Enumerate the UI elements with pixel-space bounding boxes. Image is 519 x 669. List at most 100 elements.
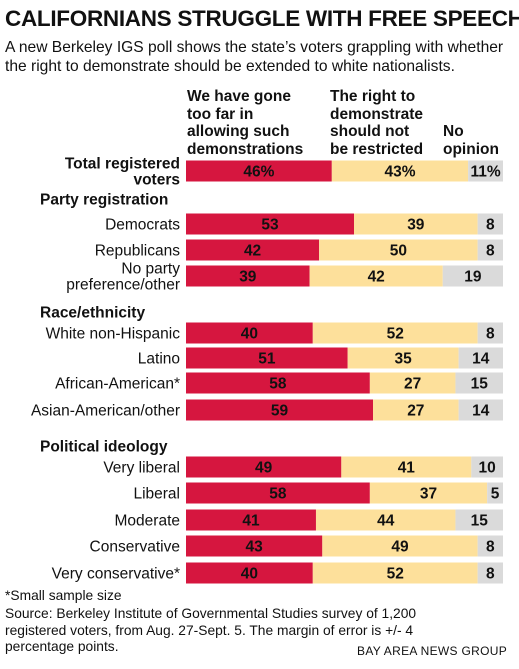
category-label: Very conservative* bbox=[52, 566, 180, 583]
data-label: 51 bbox=[258, 351, 276, 368]
source-note: Source: Berkeley Institute of Government… bbox=[5, 606, 417, 654]
bar-segment-no-opinion bbox=[477, 562, 503, 584]
data-label: 52 bbox=[387, 566, 404, 583]
bar-segment-too-far bbox=[186, 347, 348, 369]
bar-segment-no-opinion bbox=[477, 322, 503, 344]
bar-segment-too-far bbox=[186, 213, 355, 235]
bar-segment-no-opinion bbox=[477, 213, 503, 235]
category-label: Democrats bbox=[105, 217, 180, 234]
data-label: 39 bbox=[407, 217, 425, 234]
group-label: Party registration bbox=[40, 192, 168, 209]
data-label: 40 bbox=[241, 566, 258, 583]
data-label: 59 bbox=[271, 403, 289, 420]
bar-segment-too-far bbox=[186, 562, 313, 584]
data-label: 5 bbox=[491, 486, 500, 503]
bar-segment-no-opinion bbox=[487, 482, 503, 504]
data-label: 43% bbox=[384, 164, 415, 181]
data-label: 52 bbox=[387, 326, 404, 343]
data-label: 58 bbox=[269, 376, 287, 393]
data-label: 8 bbox=[486, 326, 495, 343]
category-label: African-American* bbox=[55, 376, 180, 393]
bar-segment-too-far bbox=[186, 399, 374, 421]
bar-segment-not-restricted bbox=[309, 265, 443, 287]
category-label: Republicans bbox=[95, 243, 181, 260]
chart-subtitle: A new Berkeley IGS poll shows the state’… bbox=[5, 39, 504, 75]
data-label: 42 bbox=[368, 269, 385, 286]
legend-header-no-opinion: No opinion bbox=[443, 123, 499, 158]
bar-segment-not-restricted bbox=[312, 562, 478, 584]
category-label: No party preference/other bbox=[66, 261, 180, 294]
bar-segment-no-opinion bbox=[477, 535, 503, 557]
bar-segment-not-restricted bbox=[331, 160, 469, 182]
data-label: 46% bbox=[243, 164, 274, 181]
data-label: 8 bbox=[486, 217, 495, 234]
data-label: 27 bbox=[407, 403, 424, 420]
data-label: 15 bbox=[471, 513, 489, 530]
category-label: Moderate bbox=[115, 513, 180, 530]
bar-segment-too-far bbox=[186, 372, 370, 394]
bar-segment-no-opinion bbox=[455, 509, 503, 531]
bar-segment-no-opinion bbox=[458, 399, 503, 421]
data-label: 10 bbox=[479, 460, 496, 477]
category-label: Total registered voters bbox=[65, 156, 180, 189]
bar-segment-too-far bbox=[186, 535, 323, 557]
data-label: 8 bbox=[486, 243, 495, 260]
data-label: 49 bbox=[391, 539, 409, 556]
data-label: 49 bbox=[255, 460, 273, 477]
group-label: Race/ethnicity bbox=[40, 305, 145, 322]
bar-segment-too-far bbox=[186, 509, 316, 531]
bar-segment-not-restricted bbox=[347, 347, 459, 369]
legend-header-too-far: We have gone too far in allowing such de… bbox=[187, 88, 304, 158]
chart-title: CALIFORNIANS STRUGGLE WITH FREE SPEECH bbox=[5, 6, 519, 31]
legend-header-not-restricted: The right to demonstrate should not be r… bbox=[330, 88, 424, 158]
bar-segment-too-far bbox=[186, 265, 310, 287]
data-label: 53 bbox=[261, 217, 279, 234]
data-label: 41 bbox=[242, 513, 260, 530]
category-label: Latino bbox=[138, 351, 180, 368]
data-label: 27 bbox=[404, 376, 421, 393]
bar-segment-too-far bbox=[186, 482, 370, 504]
bar-segment-no-opinion bbox=[477, 239, 503, 261]
category-label: Liberal bbox=[133, 486, 180, 503]
credit: BAY AREA NEWS GROUP bbox=[357, 644, 507, 658]
data-label: 50 bbox=[390, 243, 407, 260]
bar-segment-not-restricted bbox=[369, 372, 456, 394]
data-label: 8 bbox=[486, 566, 495, 583]
data-label: 35 bbox=[395, 351, 413, 368]
data-label: 42 bbox=[244, 243, 261, 260]
data-label: 11% bbox=[470, 164, 500, 181]
category-label: Asian-American/other bbox=[31, 403, 180, 420]
category-label: Conservative bbox=[90, 539, 180, 556]
data-label: 58 bbox=[269, 486, 287, 503]
data-label: 14 bbox=[472, 403, 490, 420]
data-label: 37 bbox=[420, 486, 437, 503]
bar-segment-too-far bbox=[186, 456, 342, 478]
bar-segment-no-opinion bbox=[455, 372, 503, 394]
bar-segment-not-restricted bbox=[322, 535, 478, 557]
bar-segment-not-restricted bbox=[354, 213, 478, 235]
bar-segment-no-opinion bbox=[468, 160, 503, 182]
bar-segment-not-restricted bbox=[341, 456, 472, 478]
bar-segment-no-opinion bbox=[442, 265, 503, 287]
data-label: 40 bbox=[241, 326, 258, 343]
data-label: 41 bbox=[398, 460, 416, 477]
data-label: 44 bbox=[377, 513, 395, 530]
data-label: 14 bbox=[472, 351, 490, 368]
data-label: 15 bbox=[471, 376, 489, 393]
bar-segment-not-restricted bbox=[312, 322, 478, 344]
bar-segment-no-opinion bbox=[471, 456, 503, 478]
bar-segment-not-restricted bbox=[369, 482, 488, 504]
bar-segment-no-opinion bbox=[458, 347, 503, 369]
bar-segment-not-restricted bbox=[373, 399, 459, 421]
data-label: 8 bbox=[486, 539, 495, 556]
data-label: 43 bbox=[246, 539, 264, 556]
data-label: 39 bbox=[239, 269, 257, 286]
footnote: *Small sample size bbox=[5, 588, 122, 603]
data-label: 19 bbox=[464, 269, 482, 286]
group-label: Political ideology bbox=[40, 439, 168, 456]
category-label: Very liberal bbox=[103, 460, 180, 477]
bar-segment-not-restricted bbox=[319, 239, 478, 261]
bar-segment-too-far bbox=[186, 160, 332, 182]
bar-segment-not-restricted bbox=[315, 509, 456, 531]
